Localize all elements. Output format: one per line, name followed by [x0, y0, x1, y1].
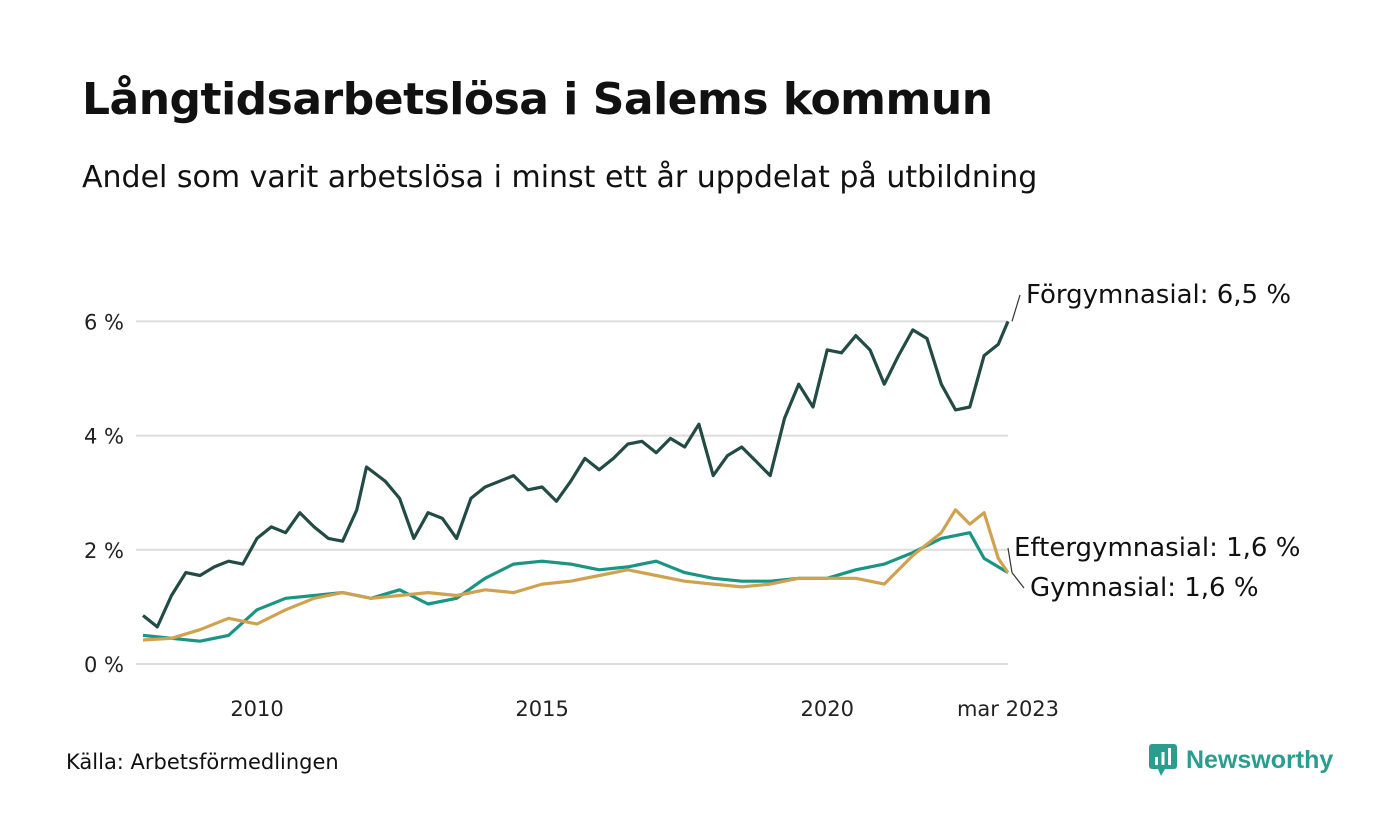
series-lines — [142, 320, 1010, 643]
series-label-gymnasial: Gymnasial: 1,6 % — [1030, 573, 1259, 603]
series-label-eftergymnasial: Eftergymnasial: 1,6 % — [1014, 533, 1300, 563]
y-tick-label: 6 % — [84, 310, 124, 334]
x-tick-label: 2010 — [230, 697, 283, 721]
label-leader-line — [1011, 572, 1025, 589]
source-note: Källa: Arbetsförmedlingen — [66, 750, 339, 774]
x-axis-ticks: 2010 2015 2020 mar 2023 — [230, 697, 1059, 721]
series-line-gymnasial — [142, 508, 1010, 642]
x-tick-label: 2020 — [801, 697, 854, 721]
x-tick-label: 2015 — [515, 697, 568, 721]
newsworthy-logo-icon — [1149, 744, 1177, 776]
chart-title: Långtidsarbetslösa i Salems kommun — [82, 74, 993, 125]
y-tick-label: 4 % — [84, 425, 124, 449]
y-tick-label: 0 % — [84, 653, 124, 677]
x-tick-label: mar 2023 — [957, 697, 1059, 721]
brand: Newsworthy — [1148, 743, 1333, 777]
chart-subtitle: Andel som varit arbetslösa i minst ett å… — [82, 160, 1038, 195]
series-label-förgymnasial: Förgymnasial: 6,5 % — [1026, 280, 1291, 310]
grid-lines — [136, 320, 1008, 665]
label-leader-line — [1007, 547, 1013, 573]
series-labels: Förgymnasial: 6,5 % Eftergymnasial: 1,6 %… — [1007, 280, 1300, 603]
y-tick-label: 2 % — [84, 539, 124, 563]
series-line-förgymnasial — [142, 320, 1010, 629]
series-line-eftergymnasial — [142, 531, 1009, 643]
brand-name: Newsworthy — [1186, 745, 1334, 774]
label-leader-line — [1011, 294, 1021, 322]
y-axis-ticks: 0 % 2 % 4 % 6 % — [84, 310, 124, 677]
